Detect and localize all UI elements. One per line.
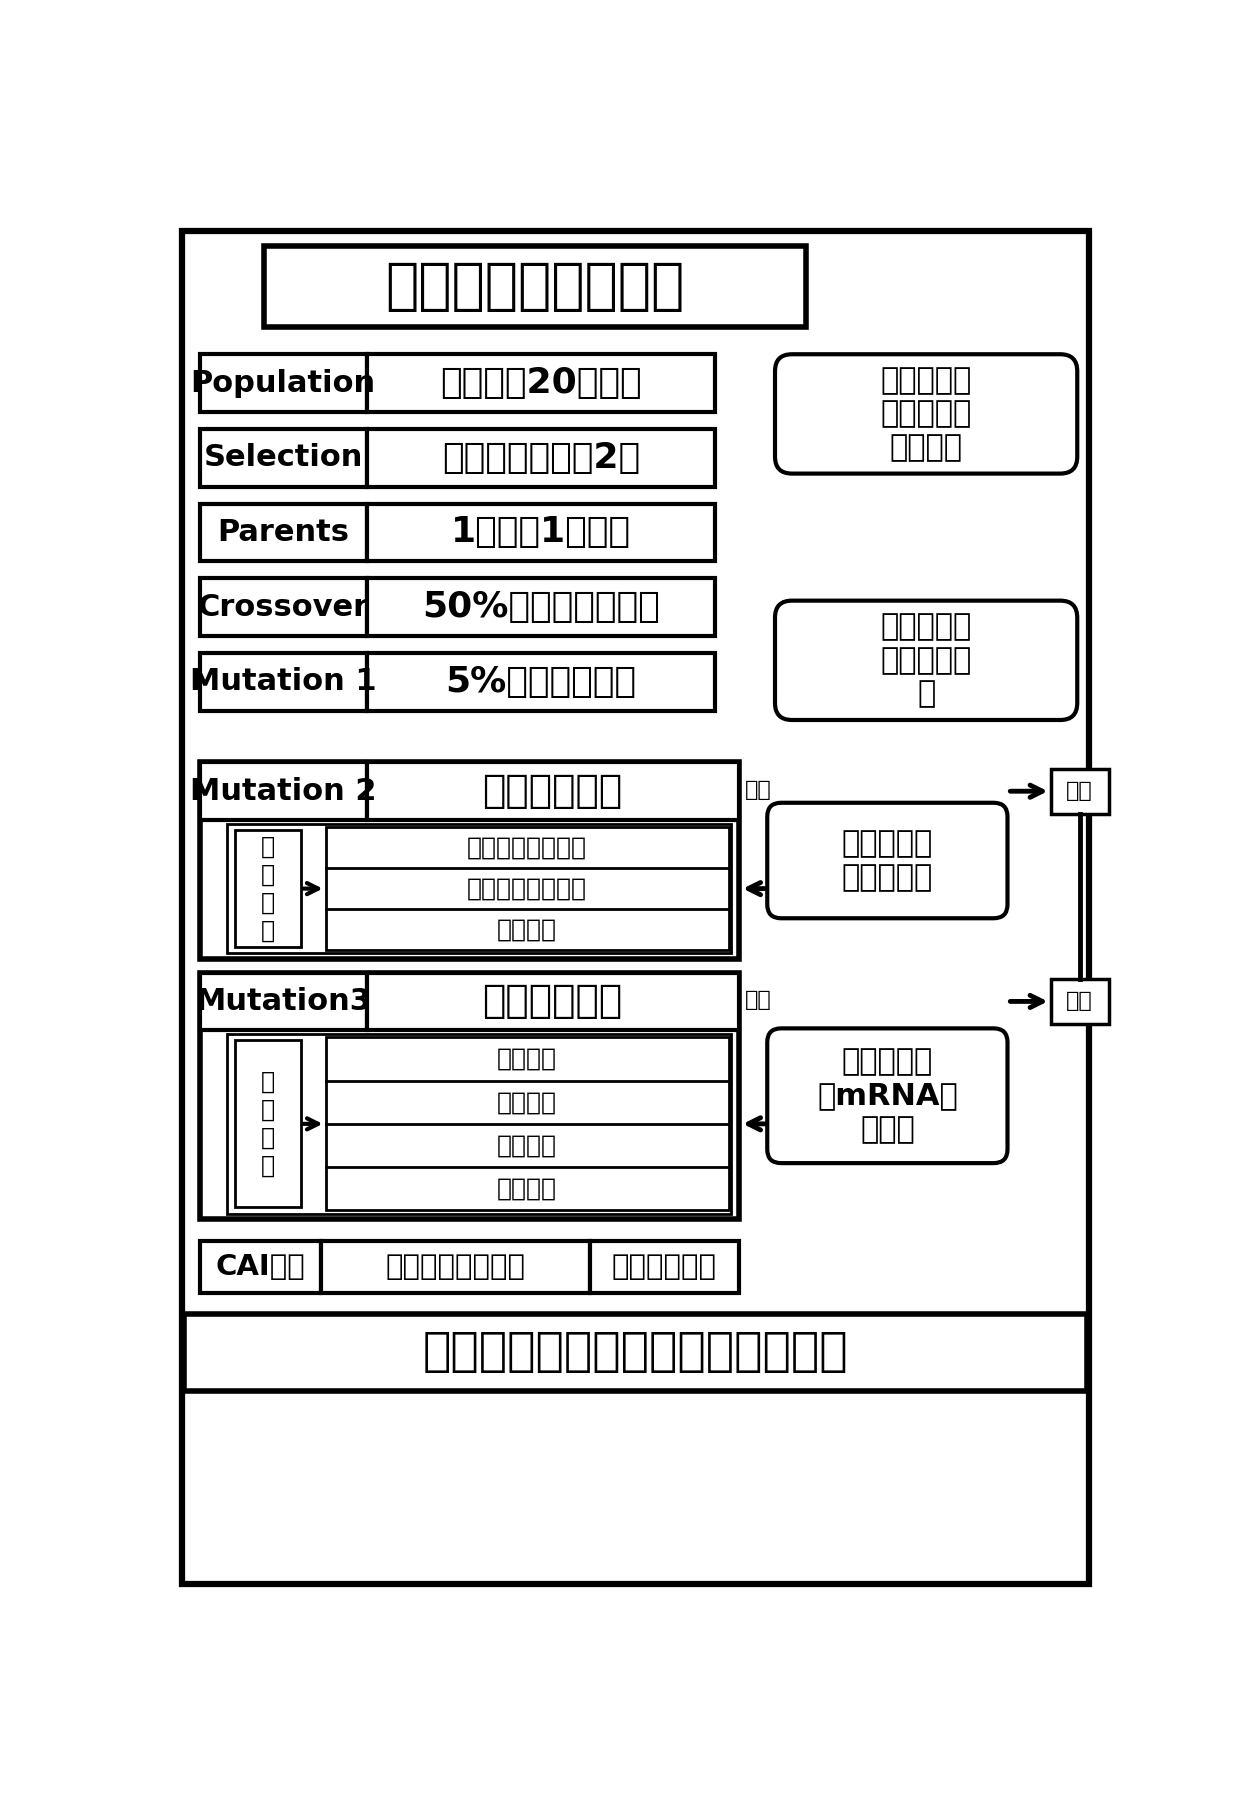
Bar <box>321 1240 590 1292</box>
Bar <box>367 354 715 412</box>
Text: Selection: Selection <box>203 444 363 473</box>
Text: 多聚腺苷酸化序列: 多聚腺苷酸化序列 <box>467 877 587 900</box>
FancyBboxPatch shape <box>775 600 1078 721</box>
Text: 正向重复: 正向重复 <box>497 1048 557 1071</box>
Text: Mutation 2: Mutation 2 <box>190 776 377 805</box>
Bar <box>367 762 739 819</box>
Bar <box>367 579 715 636</box>
Bar <box>1050 769 1109 814</box>
Text: 特
异
位
点: 特 异 位 点 <box>260 836 275 942</box>
Bar <box>367 503 715 561</box>
Bar <box>367 652 715 712</box>
Bar <box>200 354 367 412</box>
Bar <box>200 762 739 958</box>
Bar <box>325 827 729 951</box>
Text: 所有突变均
使用同义突
变: 所有突变均 使用同义突 变 <box>880 613 972 708</box>
Text: 50%交叉率得到子代: 50%交叉率得到子代 <box>422 589 660 624</box>
Text: 不含: 不含 <box>1066 782 1092 801</box>
Text: Mutation3: Mutation3 <box>196 987 371 1015</box>
Text: 重复序列个数: 重复序列个数 <box>613 1253 717 1281</box>
Text: 5%随机同义突变: 5%随机同义突变 <box>445 665 636 699</box>
Text: CAI指数: CAI指数 <box>216 1253 305 1281</box>
Text: Crossover: Crossover <box>197 593 368 622</box>
Bar <box>234 830 300 947</box>
Text: 定点同义突变: 定点同义突变 <box>482 983 622 1021</box>
Text: Mutation 1: Mutation 1 <box>190 667 377 697</box>
Text: 多目标参数计算估值函数得到打分: 多目标参数计算估值函数得到打分 <box>423 1330 848 1375</box>
Bar <box>200 762 367 819</box>
FancyBboxPatch shape <box>775 354 1078 474</box>
Text: 反向重复: 反向重复 <box>497 1091 557 1114</box>
Bar <box>325 1037 729 1211</box>
Bar <box>234 1040 300 1208</box>
Text: Population: Population <box>191 368 376 397</box>
Bar <box>200 579 367 636</box>
Text: 改进的遗传
算法进行密
码子优化: 改进的遗传 算法进行密 码子优化 <box>880 367 972 462</box>
FancyBboxPatch shape <box>768 803 1007 918</box>
Bar <box>263 246 806 327</box>
Text: 酶切信号: 酶切信号 <box>497 918 557 942</box>
Bar <box>367 972 739 1030</box>
Bar <box>227 1033 730 1213</box>
Text: 检查是否含
有剪切位点: 检查是否含 有剪切位点 <box>842 828 932 891</box>
Text: 定点同义突变: 定点同义突变 <box>482 773 622 810</box>
Bar <box>200 503 367 561</box>
Text: 镜像重复: 镜像重复 <box>497 1134 557 1157</box>
Text: 检查是否含
有mRNA二
级结构: 检查是否含 有mRNA二 级结构 <box>817 1048 957 1145</box>
Text: 不含: 不含 <box>1066 992 1092 1012</box>
Text: 重
复
序
列: 重 复 序 列 <box>260 1071 275 1177</box>
Text: 随机产生20条序列: 随机产生20条序列 <box>440 367 642 401</box>
Text: Parents: Parents <box>217 518 350 546</box>
Bar <box>227 825 730 952</box>
Text: 植物序列剪切信号: 植物序列剪切信号 <box>467 836 587 859</box>
Bar <box>184 1314 1087 1391</box>
Text: 含有: 含有 <box>744 780 771 800</box>
Bar <box>200 652 367 712</box>
Text: 轮盘赌法随机选2条: 轮盘赌法随机选2条 <box>441 440 640 474</box>
Text: 统计剪切位点个数: 统计剪切位点个数 <box>386 1253 526 1281</box>
Text: 改进的遗传算法参数: 改进的遗传算法参数 <box>386 261 684 314</box>
Bar <box>200 972 367 1030</box>
Bar <box>200 429 367 487</box>
Text: 倒转重复: 倒转重复 <box>497 1177 557 1200</box>
Text: 含有: 含有 <box>744 990 771 1010</box>
Bar <box>367 429 715 487</box>
Bar <box>200 1240 321 1292</box>
Bar <box>1050 979 1109 1024</box>
Bar <box>200 972 739 1218</box>
FancyBboxPatch shape <box>768 1028 1007 1163</box>
Text: 1条父本1条母本: 1条父本1条母本 <box>451 516 631 550</box>
Bar <box>590 1240 739 1292</box>
